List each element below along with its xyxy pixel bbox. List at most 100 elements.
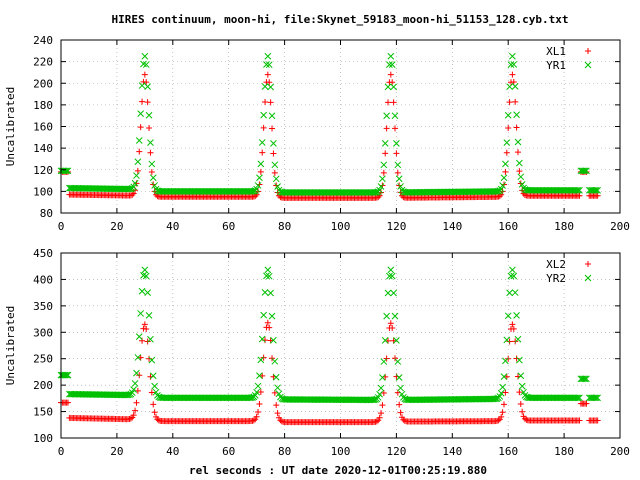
xl2-point-50: [127, 415, 134, 422]
xl1-point-327: [514, 149, 521, 156]
yr2-point-65: [148, 356, 156, 364]
xl2-point-324: [510, 325, 517, 332]
yr1-point-234: [384, 83, 392, 91]
yr2-point-241: [394, 358, 402, 365]
yr1-point-53: [131, 179, 139, 187]
yr1-point-150: [267, 83, 274, 91]
yr1-point-226: [373, 188, 381, 196]
yr2-point-317: [500, 373, 508, 381]
x-tick-label-2: 40: [166, 220, 179, 233]
xl2-point-141: [255, 409, 262, 416]
xl1-point-152: [270, 150, 277, 157]
xl2-point-326: [513, 355, 520, 362]
yr1-point-376: [583, 167, 590, 175]
xl1-point-62: [144, 99, 151, 106]
yr1-point-63: [145, 111, 153, 119]
yr2-point-328: [516, 356, 523, 364]
xl2-point-237: [389, 324, 396, 331]
yr2-point-239: [391, 312, 399, 320]
xl2-point-52: [130, 412, 137, 419]
yr2-point-52: [130, 386, 138, 393]
yr2-point-67: [151, 382, 158, 390]
x-tick-label-8: 160: [498, 220, 518, 233]
yr2-point-54: [133, 369, 140, 377]
yr2-point-144: [258, 335, 266, 343]
legend-label-yr1: YR1: [546, 59, 566, 72]
yr1-point-315: [497, 185, 505, 193]
xl1-point-326: [513, 124, 520, 131]
yr2-point-240: [393, 337, 400, 344]
xl2-point-65: [148, 389, 155, 396]
yr2-point-243: [397, 384, 404, 392]
yr1-point-140: [253, 185, 261, 193]
xl2-point-154: [273, 402, 280, 409]
yr1-point-318: [502, 160, 509, 168]
xl2-point-316: [499, 409, 506, 416]
xl2-point-315: [498, 413, 505, 420]
yr2-point-154: [272, 373, 280, 381]
yr2-point-155: [274, 384, 281, 392]
yr1-point-370: [574, 186, 582, 194]
y-tick-label-3: 250: [33, 353, 53, 366]
xl2-point-239: [392, 355, 399, 362]
yr1-point-235: [386, 61, 393, 68]
xl2-point-323: [509, 321, 516, 328]
xl2-point-153: [271, 389, 278, 396]
yr2-point-231: [380, 358, 388, 365]
yr2-point-140: [253, 388, 261, 396]
yr2-point-60: [141, 266, 149, 274]
xl2-point-226: [373, 418, 380, 425]
yr1-point-152: [270, 140, 277, 147]
yr1-point-322: [507, 61, 515, 68]
y-tick-label-5: 180: [33, 99, 53, 112]
yr1-point-229: [377, 183, 385, 190]
yr2-point-58: [138, 287, 146, 295]
yr2-point-146: [261, 289, 269, 296]
x-tick-label-9: 180: [554, 220, 574, 233]
x-tick-label-4: 80: [278, 445, 291, 458]
xl1-point-233: [383, 125, 390, 132]
xl2-point-66: [150, 401, 157, 408]
xl1-point-319: [503, 149, 510, 156]
xl1-point-238: [390, 99, 397, 106]
yr2-point-53: [131, 380, 139, 387]
y-tick-label-0: 80: [40, 207, 53, 220]
yr2-point-63: [145, 312, 153, 319]
x-tick-label-2: 40: [166, 445, 179, 458]
xl1-point-149: [266, 79, 273, 86]
x-tick-label-0: 0: [58, 445, 65, 458]
yr1-point-147: [263, 61, 270, 68]
xl2-point-313: [495, 417, 502, 424]
legend-marker-xl2-point-0: [585, 261, 591, 267]
yr1-point-144: [258, 139, 266, 146]
xl1-point-236: [387, 71, 394, 78]
xl1-point-150: [267, 99, 274, 106]
yr2-point-371: [576, 394, 583, 402]
yr1-point-375: [581, 167, 589, 175]
yr2-point-56: [135, 333, 143, 340]
x-tick-label-9: 180: [554, 445, 574, 458]
yr1-point-151: [268, 112, 276, 120]
yr1-point-50: [127, 185, 135, 193]
yr2-point-143: [257, 356, 265, 364]
y-axis-label: Uncalibrated: [4, 87, 17, 166]
yr1-point-236: [387, 52, 395, 60]
xl2-point-236: [387, 320, 394, 327]
yr1-point-241: [394, 161, 402, 169]
xl1-point-148: [264, 71, 271, 78]
yr2-point-321: [506, 289, 513, 297]
xl2-point-230: [379, 402, 386, 409]
xl1-point-146: [262, 98, 269, 105]
xl2-point-61: [143, 325, 150, 332]
yr1-point-146: [261, 83, 269, 90]
xl2-point-53: [132, 407, 139, 414]
xl2-point-138: [250, 417, 257, 424]
yr1-point-327: [514, 138, 522, 146]
yr1-point-321: [506, 83, 513, 91]
xl1-point-323: [509, 71, 516, 78]
y-tick-label-7: 220: [33, 56, 53, 69]
yr2-point-66: [149, 372, 157, 380]
yr2-point-316: [499, 383, 506, 391]
x-tick-label-7: 140: [442, 220, 462, 233]
y-tick-label-2: 200: [33, 379, 53, 392]
